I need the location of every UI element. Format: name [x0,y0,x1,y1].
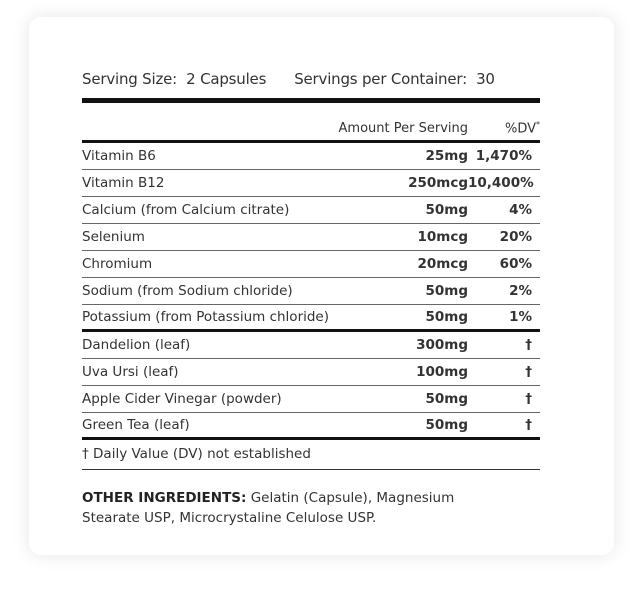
cell-name: Apple Cider Vinegar (powder) [82,391,282,407]
table-row: Apple Cider Vinegar (powder) 50mg † [82,386,540,413]
table-row: Vitamin B6 25mg 1,470% [82,143,540,170]
cell-name: Sodium (from Sodium chloride) [82,283,293,299]
cell-amount: 50mg [425,283,468,299]
cell-dv: 60% [499,256,532,272]
cell-amount: 25mg [425,148,468,164]
cell-name: Vitamin B6 [82,148,156,164]
cell-amount: 50mg [425,391,468,407]
table-row: Selenium 10mcg 20% [82,224,540,251]
cell-name: Calcium (from Calcium citrate) [82,202,290,218]
table-row: Potassium (from Potassium chloride) 50mg 1… [82,305,540,332]
cell-name: Green Tea (leaf) [82,417,190,433]
servings-per-container-label: Servings per Container: [294,70,467,88]
cell-amount: 50mg [425,309,468,325]
cell-dv: † [525,391,532,407]
amount-header: Amount Per Serving [338,121,468,136]
cell-dv: 20% [499,229,532,245]
cell-amount: 20mcg [417,256,468,272]
cell-dv: † [525,417,532,433]
table-row: Sodium (from Sodium chloride) 50mg 2% [82,278,540,305]
cell-name: Vitamin B12 [82,175,165,191]
cell-name: Dandelion (leaf) [82,337,191,353]
table-row: Uva Ursi (leaf) 100mg † [82,359,540,386]
table-header: Amount Per Serving %DV* [82,103,540,143]
other-ingredients-label: OTHER INGREDIENTS: [82,490,247,506]
cell-amount: 50mg [425,417,468,433]
servings-per-container: Servings per Container: 30 [294,66,495,92]
serving-info: Serving Size: 2 Capsules Servings per Co… [82,66,540,92]
table-row: Chromium 20mcg 60% [82,251,540,278]
table-row: Vitamin B12 250mcg 10,400% [82,170,540,197]
serving-size-label: Serving Size: [82,70,178,88]
serving-size-value: 2 Capsules [186,70,267,88]
other-ingredients: OTHER INGREDIENTS: Gelatin (Capsule), Ma… [82,488,502,528]
cell-dv: † [525,337,532,353]
cell-name: Selenium [82,229,145,245]
table-row: Dandelion (leaf) 300mg † [82,332,540,359]
cell-name: Potassium (from Potassium chloride) [82,309,330,325]
cell-amount: 250mcg [408,175,468,191]
cell-dv: † [525,364,532,380]
serving-size: Serving Size: 2 Capsules [82,66,266,92]
cell-dv: 1% [509,309,532,325]
supplement-facts-card [29,17,614,555]
footnote: † Daily Value (DV) not established [82,440,540,470]
cell-amount: 10mcg [417,229,468,245]
supplement-facts-table: Serving Size: 2 Capsules Servings per Co… [82,66,540,528]
table-row: Green Tea (leaf) 50mg † [82,413,540,440]
cell-amount: 300mg [416,337,468,353]
cell-dv: 4% [509,202,532,218]
cell-amount: 100mg [416,364,468,380]
cell-name: Chromium [82,256,153,272]
divider-thick [82,98,540,103]
cell-amount: 50mg [425,202,468,218]
cell-name: Uva Ursi (leaf) [82,364,179,380]
servings-per-container-value: 30 [476,70,495,88]
other-ingredients-text: Gelatin (Capsule), Magnesium Stearate US… [82,490,455,526]
cell-dv: 10,400% [468,175,534,191]
table-row: Calcium (from Calcium citrate) 50mg 4% [82,197,540,224]
dv-header: %DV* [504,119,540,136]
cell-dv: 2% [509,283,532,299]
cell-dv: 1,470% [475,148,532,164]
